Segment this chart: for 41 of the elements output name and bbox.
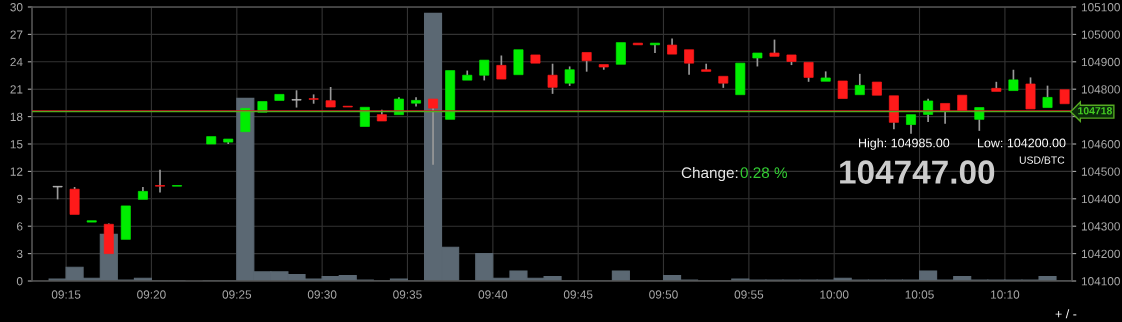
y-tick-label: 27	[10, 30, 23, 39]
y-tick-label: 21	[10, 85, 23, 94]
y2-tick-label: 104400	[1081, 194, 1120, 204]
x-tick-label: 09:30	[307, 290, 337, 299]
annotation: USD/BTC	[1019, 156, 1065, 164]
annotation: Change:	[681, 166, 738, 182]
y2-tick-label: 104300	[1081, 222, 1120, 231]
y-tick-label: 30	[10, 3, 23, 12]
y2-tick-label: 104100	[1081, 277, 1120, 286]
y2-tick-label: 104500	[1081, 167, 1120, 176]
y2-tick-label: 104600	[1081, 140, 1120, 149]
x-tick-label: 09:35	[393, 290, 422, 299]
text: + / -	[1055, 309, 1077, 319]
y-tick-label: 12	[10, 167, 23, 176]
y-tick-label: 0	[16, 277, 23, 286]
x-tick-label: 09:20	[137, 290, 166, 299]
x-tick-label: 10:05	[905, 290, 934, 299]
annotation: High: 104985.00	[859, 138, 950, 150]
y2-tick-label: 105000	[1081, 30, 1120, 39]
y2-tick-label: 105100	[1081, 3, 1120, 12]
y-tick-label: 15	[10, 140, 23, 149]
y-tick-label: 6	[17, 222, 23, 231]
y2-tick-label: 104800	[1081, 85, 1120, 94]
x-tick-label: 09:50	[649, 290, 678, 299]
y-tick-label: 9	[16, 194, 23, 204]
x-tick-label: 09:40	[478, 290, 508, 299]
annotation: 104747.00	[840, 160, 995, 184]
y-tick-label: 24	[10, 57, 23, 67]
x-tick-label: 09:25	[222, 290, 252, 299]
x-tick-label: 10:10	[991, 290, 1020, 299]
x-tick-label: 10:00	[820, 290, 849, 299]
y-tick-label: 18	[10, 112, 23, 121]
x-tick-label: 09:15	[51, 290, 81, 299]
ref-line-label: 104718	[1078, 107, 1112, 115]
y2-tick-label: 104900	[1081, 57, 1120, 67]
y2-tick-label: 104200	[1081, 249, 1120, 258]
x-tick-label: 09:55	[734, 290, 764, 299]
annotation: Low: 104200.00	[978, 138, 1066, 148]
annotation: 0.28 %	[740, 167, 788, 179]
x-tick-label: 09:45	[563, 290, 593, 299]
y-tick-label: 3	[16, 249, 23, 258]
